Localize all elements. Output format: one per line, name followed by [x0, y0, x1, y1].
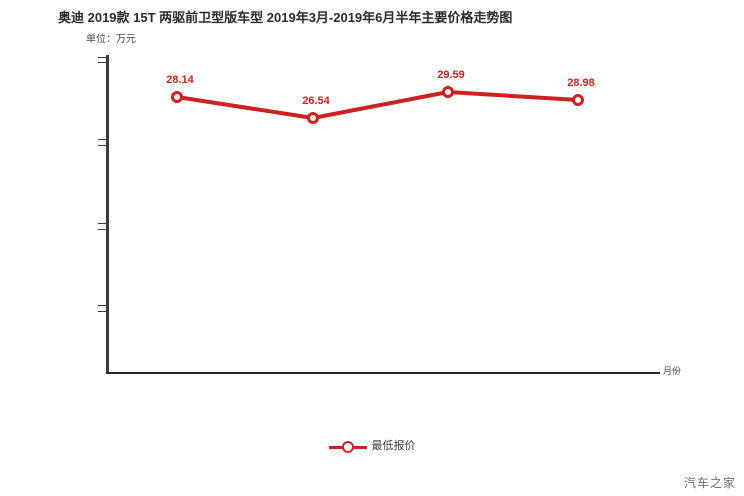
y-axis-tick	[98, 145, 106, 146]
legend-line-marker-icon	[328, 440, 367, 453]
data-label: 26.54	[302, 95, 330, 107]
data-point-marker	[442, 86, 454, 98]
y-axis-tick	[98, 311, 106, 312]
chart-title: 奥迪 2019款 15T 两驱前卫型版车型 2019年3月-2019年6月半年主…	[58, 10, 513, 25]
legend-item-label: 最低报价	[371, 440, 416, 452]
data-point-marker	[307, 112, 319, 124]
watermark: 汽车之家	[683, 476, 736, 490]
data-label: 28.14	[166, 74, 194, 86]
x-axis-line	[106, 372, 660, 374]
y-axis-tick	[98, 223, 106, 224]
y-axis-unit-label: 单位：万元	[86, 34, 136, 45]
series-line-lowest-price	[175, 90, 580, 120]
legend-item-lowest-price[interactable]: 最低报价	[328, 440, 416, 453]
y-axis-tick	[98, 57, 106, 58]
chart-legend: 最低报价	[0, 440, 744, 453]
y-axis-tick	[98, 305, 106, 306]
y-axis-line	[106, 55, 109, 373]
x-axis-unit-label: 月份	[663, 366, 682, 376]
data-label: 28.98	[567, 77, 595, 89]
y-axis-tick	[98, 229, 106, 230]
data-point-marker	[572, 94, 584, 106]
data-point-marker	[171, 91, 183, 103]
y-axis-tick	[98, 139, 106, 140]
data-label: 29.59	[437, 69, 465, 81]
y-axis-tick	[98, 62, 106, 63]
